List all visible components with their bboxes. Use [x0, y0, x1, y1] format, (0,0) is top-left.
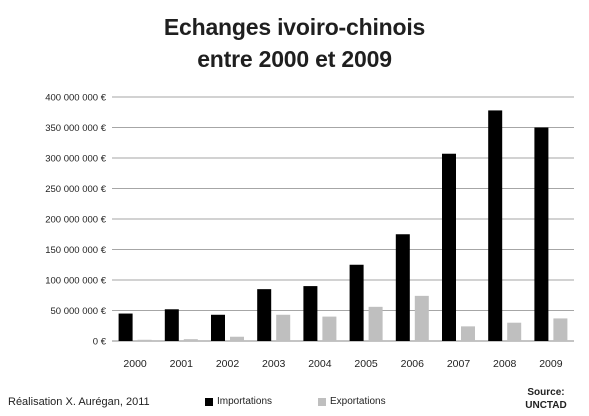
- legend-item-importations: Importations: [205, 396, 272, 407]
- bar-exportations-2000: [137, 339, 152, 341]
- bar-exportations-2008: [507, 322, 522, 341]
- y-tick-label: 250 000 000 €: [45, 184, 106, 195]
- author-credit: Réalisation X. Aurégan, 2011: [8, 396, 150, 408]
- bar-exportations-2001: [183, 339, 198, 341]
- y-tick-label: 200 000 000 €: [45, 215, 106, 226]
- bar-exportations-2009: [553, 318, 568, 341]
- x-tick-label: 2008: [493, 358, 517, 370]
- bar-exportations-2004: [322, 316, 337, 341]
- x-tick-label: 2005: [354, 358, 378, 370]
- bar-importations-2008: [488, 110, 503, 341]
- x-tick-label: 2006: [401, 358, 425, 370]
- y-tick-label: 300 000 000 €: [45, 154, 106, 165]
- y-tick-label: 350 000 000 €: [45, 123, 106, 134]
- x-tick-label: 2009: [539, 358, 563, 370]
- bar-importations-2006: [395, 234, 410, 341]
- bar-importations-2005: [349, 264, 364, 341]
- source-label: Source:: [527, 387, 565, 398]
- x-tick-label: 2007: [447, 358, 471, 370]
- y-tick-label: 0 €: [93, 337, 107, 348]
- legend-label-importations: Importations: [217, 396, 273, 407]
- y-tick-label: 50 000 000 €: [51, 306, 107, 317]
- bar-importations-2000: [118, 313, 133, 341]
- legend-label-exportations: Exportations: [330, 396, 386, 407]
- bar-exportations-2005: [368, 306, 383, 341]
- bar-exportations-2006: [414, 295, 429, 341]
- chart-title-line2: entre 2000 et 2009: [197, 46, 392, 72]
- source-note: Source: UNCTAD: [516, 386, 576, 412]
- x-tick-label: 2004: [308, 358, 332, 370]
- x-tick-label: 2000: [123, 358, 147, 370]
- bar-exportations-2007: [461, 326, 475, 341]
- source-name: UNCTAD: [525, 400, 567, 411]
- bar-importations-2009: [534, 127, 549, 341]
- chart-title-line1: Echanges ivoiro-chinois: [163, 14, 426, 40]
- bar-importations-2007: [442, 153, 456, 341]
- x-tick-label: 2003: [262, 358, 286, 370]
- bar-exportations-2002: [230, 336, 244, 341]
- y-tick-label: 400 000 000 €: [45, 93, 106, 104]
- bar-importations-2001: [164, 309, 179, 341]
- legend-swatch-importations: [205, 397, 213, 406]
- bar-importations-2004: [303, 286, 318, 341]
- legend-item-exportations: Exportations: [318, 396, 386, 407]
- x-tick-label: 2002: [216, 358, 240, 370]
- bar-exportations-2003: [276, 314, 291, 341]
- bar-importations-2003: [257, 289, 272, 341]
- x-tick-label: 2001: [170, 358, 194, 370]
- bar-importations-2002: [211, 314, 225, 341]
- legend-swatch-exportations: [318, 397, 326, 406]
- y-tick-label: 150 000 000 €: [45, 245, 106, 256]
- y-tick-label: 100 000 000 €: [45, 276, 106, 287]
